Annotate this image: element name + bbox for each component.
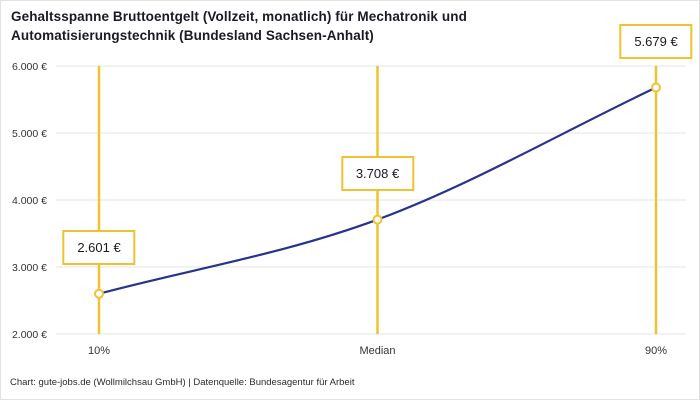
x-tick-label: 10%: [88, 345, 110, 357]
value-callout: 3.708 €: [340, 155, 415, 191]
data-point-marker: [94, 288, 104, 299]
chart-title: Gehaltsspanne Bruttoentgelt (Vollzeit, m…: [11, 8, 467, 46]
y-tick-label: 6.000 €: [12, 61, 47, 73]
chart-title-line1: Gehaltsspanne Bruttoentgelt (Vollzeit, m…: [11, 9, 467, 24]
value-callout: 5.679 €: [619, 23, 693, 59]
y-tick-label: 5.000 €: [12, 128, 47, 140]
y-tick-label: 4.000 €: [12, 195, 47, 207]
y-tick-label: 2.000 €: [12, 329, 47, 341]
chart-title-line2: Automatisierungstechnik (Bundesland Sach…: [11, 27, 374, 43]
y-tick-label: 3.000 €: [12, 262, 47, 274]
data-point-marker: [372, 214, 383, 225]
x-tick-label: 90%: [645, 345, 667, 357]
x-tick-label: Median: [359, 345, 395, 357]
value-callout: 2.601 €: [62, 229, 136, 265]
data-point-marker: [651, 82, 661, 93]
chart-source-caption: Chart: gute-jobs.de (Wollmilchsau GmbH) …: [10, 377, 355, 388]
